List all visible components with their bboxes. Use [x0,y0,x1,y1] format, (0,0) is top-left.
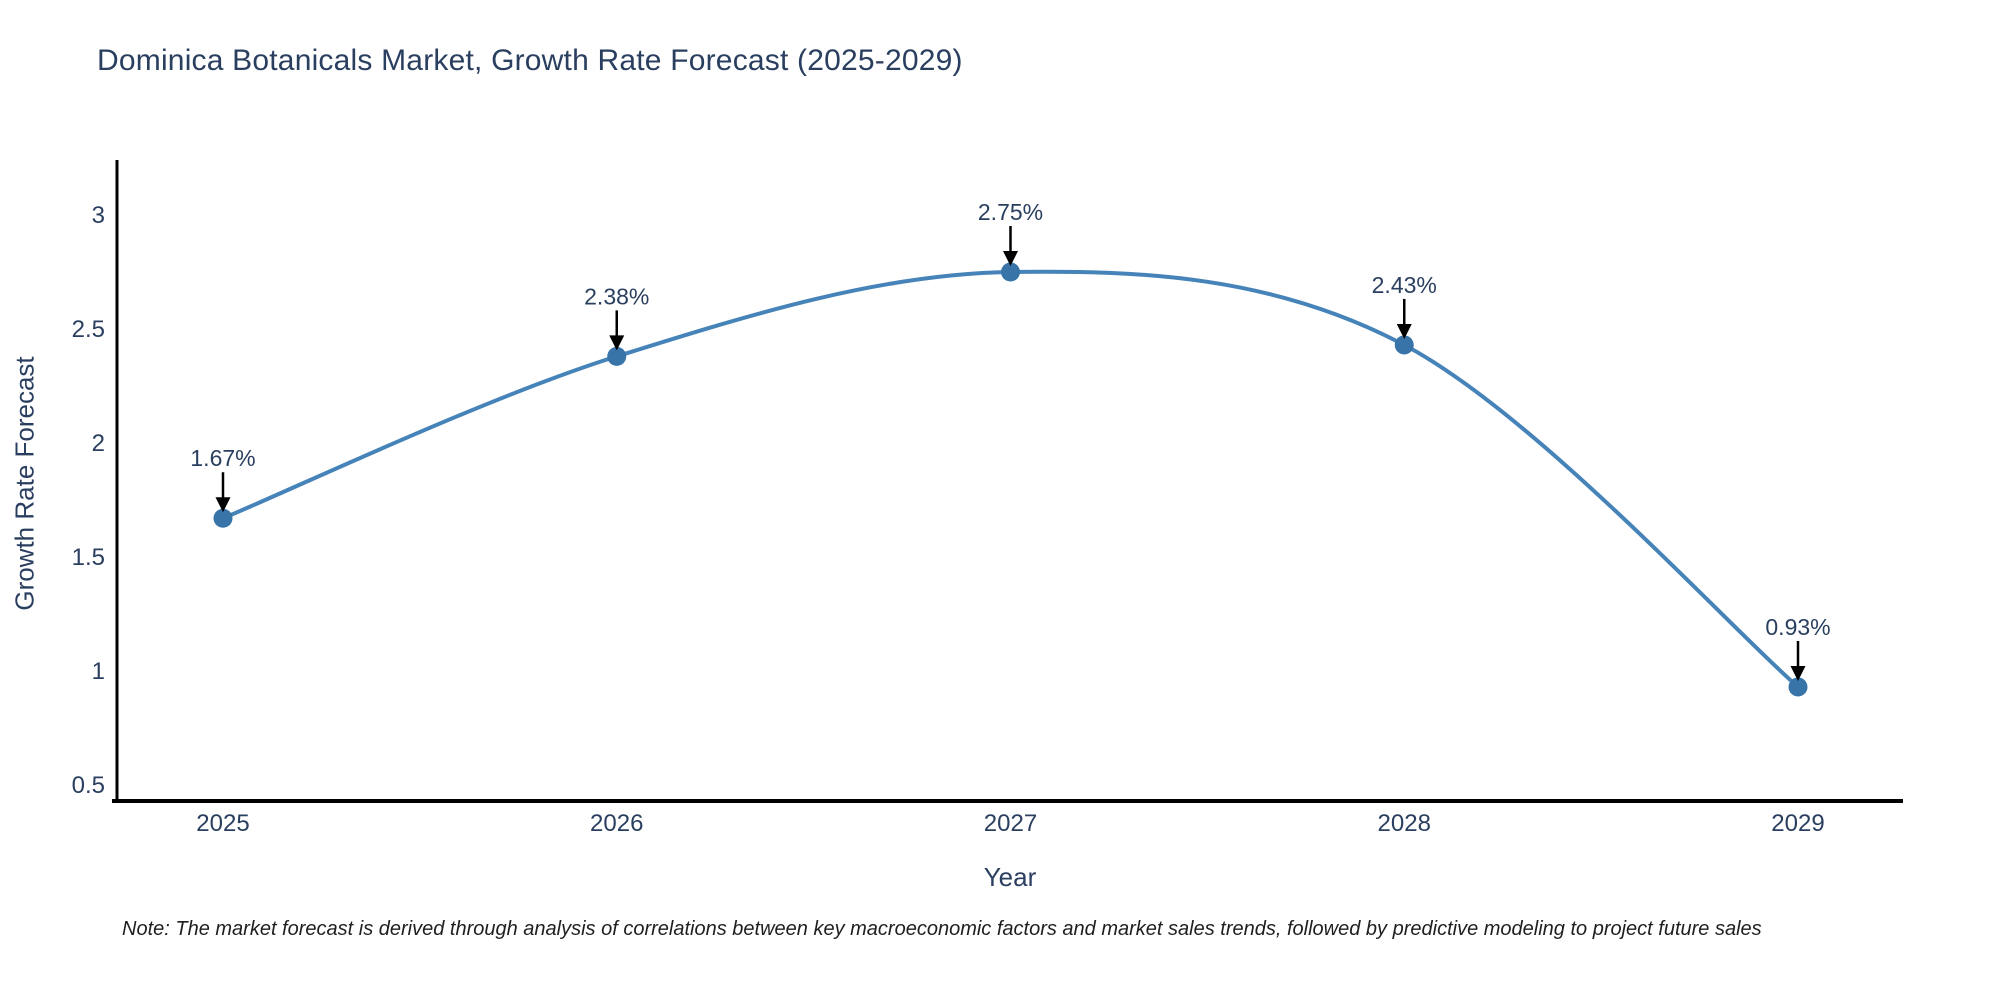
data-point-marker [607,346,627,366]
x-tick-label: 2028 [1378,810,1431,837]
annotation-arrowhead [1790,665,1806,681]
chart-title: Dominica Botanicals Market, Growth Rate … [97,44,963,77]
annotation-arrowhead [609,335,625,351]
annotation-value-label: 2.43% [1372,272,1437,298]
annotation-value-label: 1.67% [190,445,255,471]
x-tick-label: 2025 [196,810,249,837]
data-point-marker [1001,262,1020,282]
annotation-arrowhead [215,497,231,513]
annotation-value-label: 0.93% [1765,614,1830,640]
data-point-marker [1394,335,1414,355]
y-tick-label: 2.5 [72,316,105,343]
annotation-value-label: 2.75% [978,199,1043,225]
x-tick-label: 2027 [984,810,1037,837]
y-tick-label: 2 [92,430,105,457]
y-tick-label: 1 [92,658,105,685]
x-axis-title: Year [983,862,1037,892]
data-point-marker [213,508,233,528]
x-tick-label: 2026 [590,810,643,837]
y-tick-label: 3 [92,202,105,229]
growth-rate-line [221,269,1800,689]
y-tick-label: 1.5 [72,544,105,571]
annotation-arrowhead [1396,323,1412,339]
y-tick-label: 0.5 [72,772,105,799]
annotation-arrowhead [1003,251,1018,266]
annotation-value-label: 2.38% [584,283,649,309]
x-tick-label: 2029 [1771,810,1824,837]
footnote: Note: The market forecast is derived thr… [122,918,1762,940]
data-point-marker [1788,677,1808,697]
